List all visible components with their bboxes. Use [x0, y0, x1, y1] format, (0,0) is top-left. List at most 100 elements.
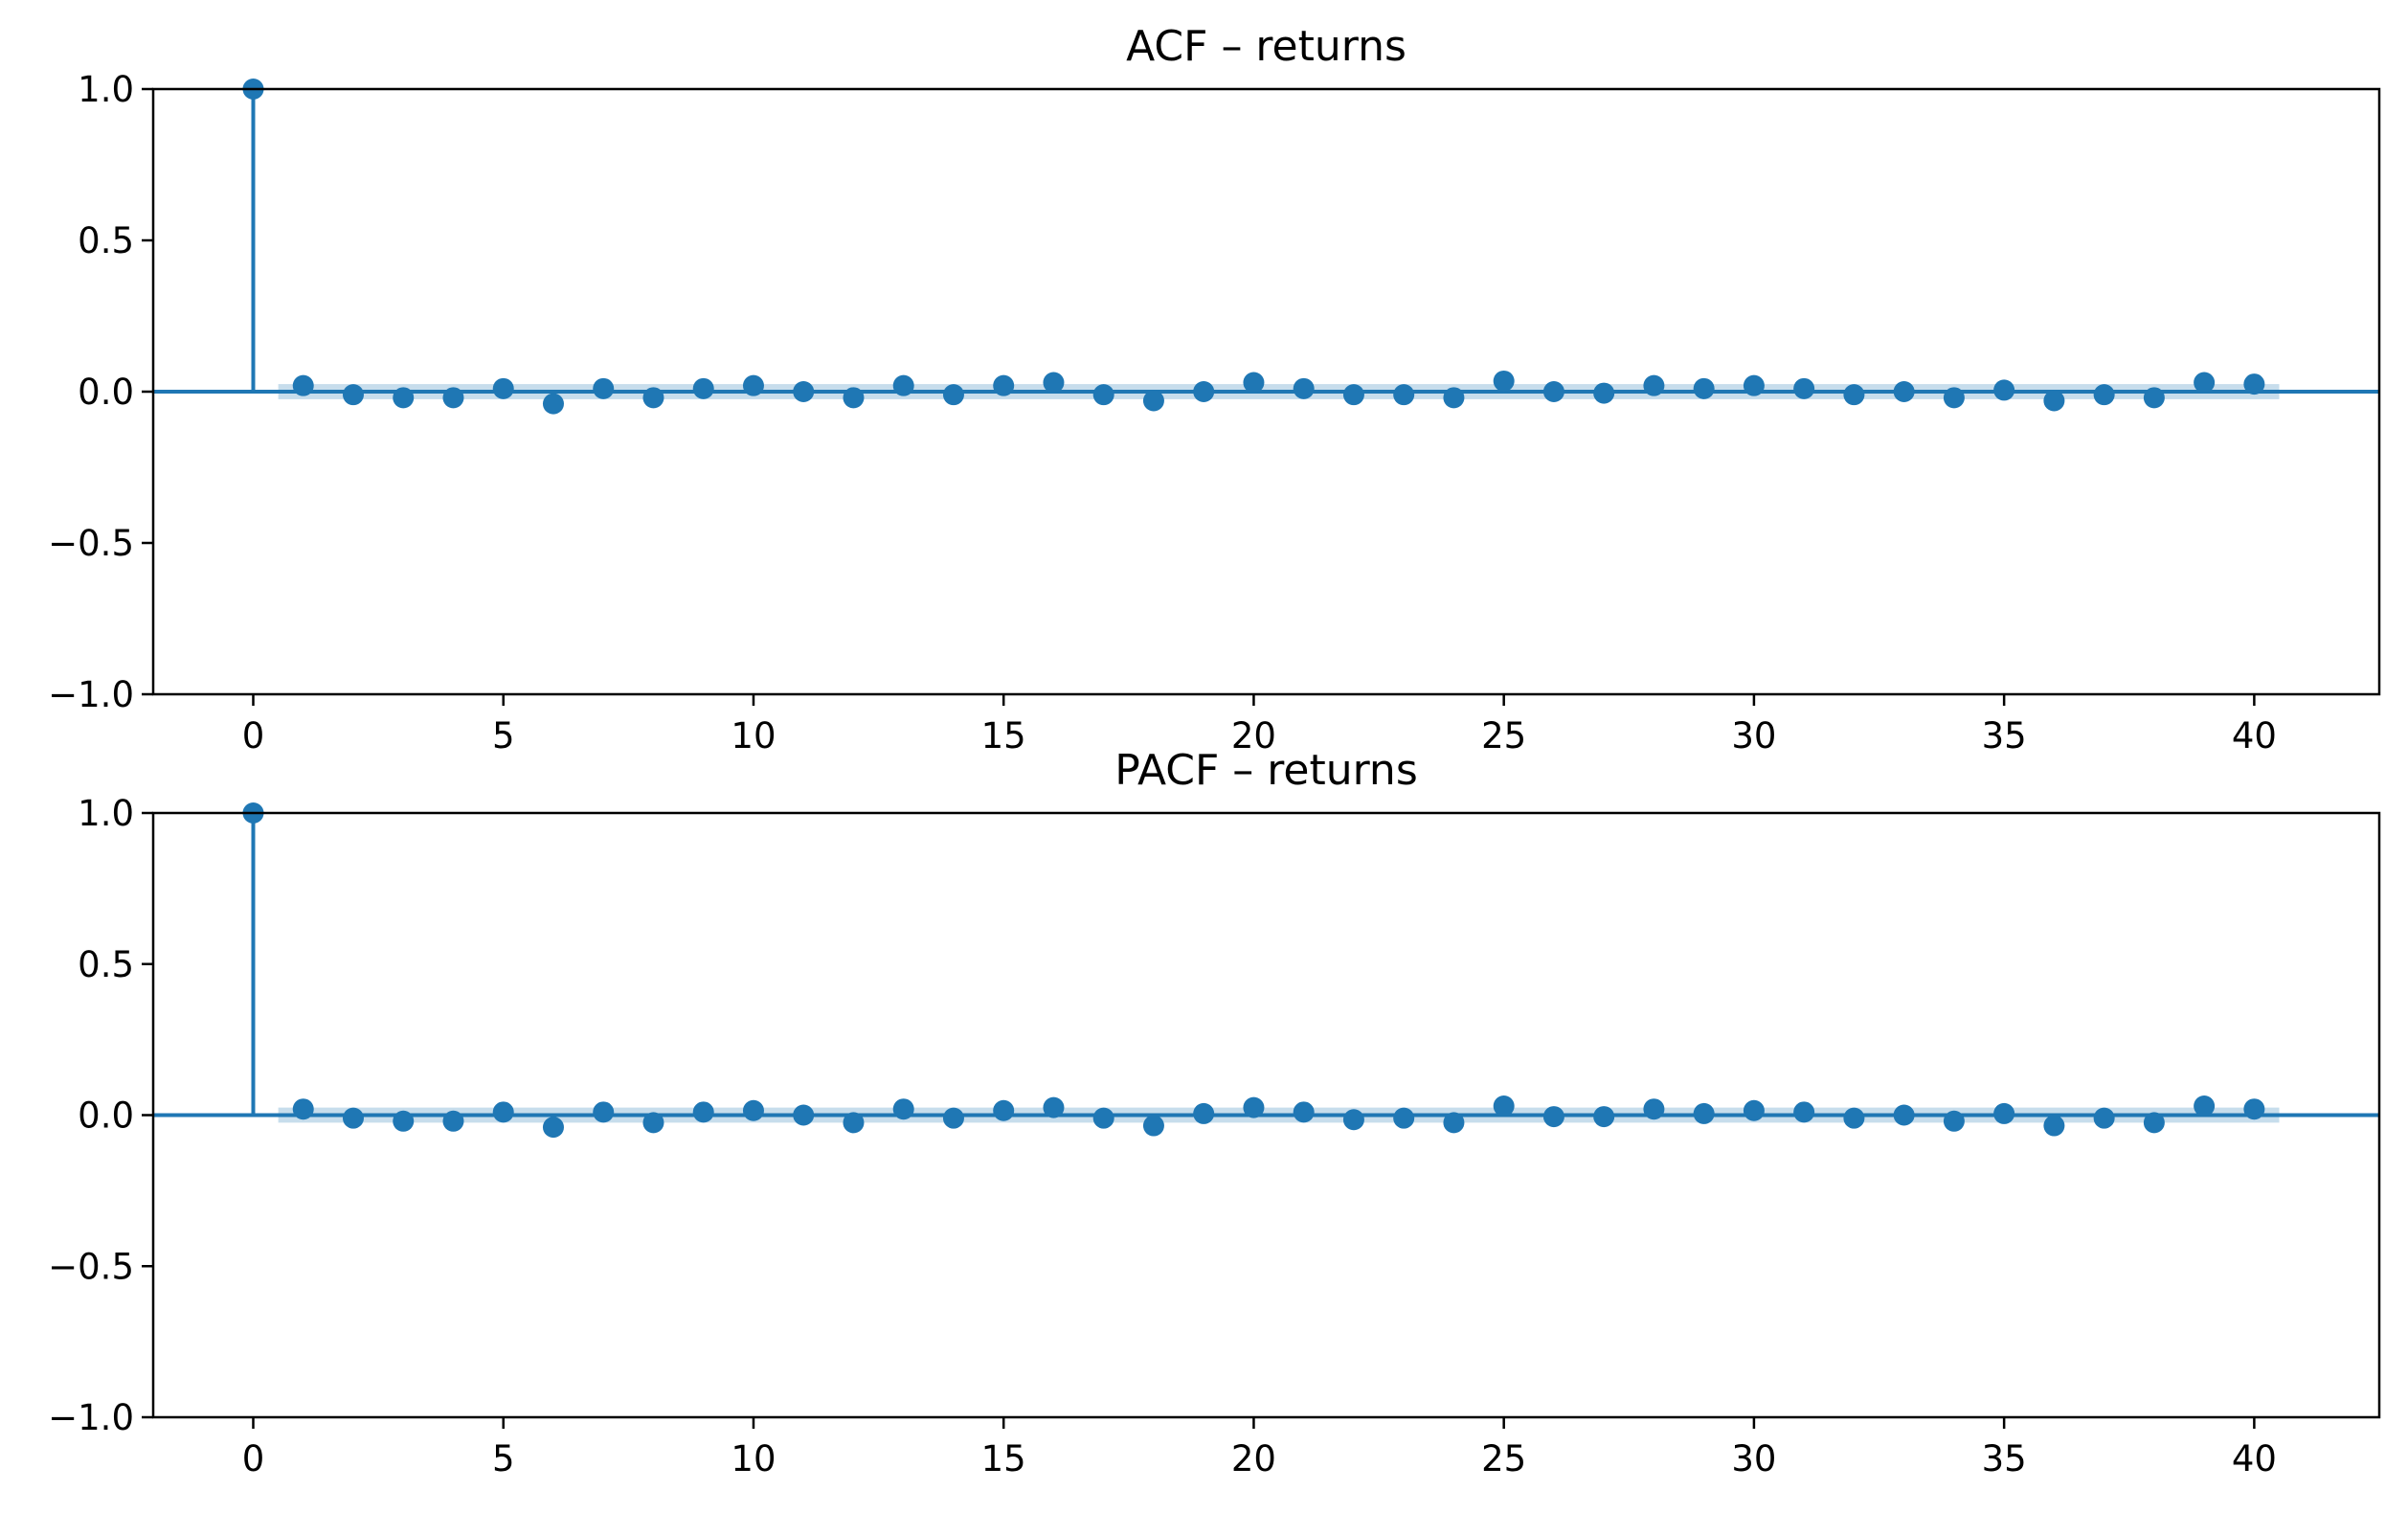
- acf-point-lag-27: [1593, 382, 1615, 404]
- acf-xtick-label: 20: [1231, 715, 1276, 756]
- acf-point-lag-11: [793, 381, 815, 402]
- pacf-point-lag-32: [1843, 1107, 1865, 1129]
- acf-point-lag-37: [2093, 384, 2115, 406]
- pacf-point-lag-38: [2143, 1112, 2165, 1134]
- pacf-point-lag-9: [692, 1101, 714, 1123]
- pacf-point-lag-11: [793, 1104, 815, 1126]
- pacf-point-lag-19: [1193, 1102, 1215, 1124]
- pacf-point-lag-27: [1593, 1106, 1615, 1128]
- acf-point-lag-31: [1793, 377, 1815, 399]
- acf-point-lag-38: [2143, 387, 2165, 409]
- pacf-point-lag-16: [1043, 1096, 1065, 1118]
- acf-point-lag-15: [993, 374, 1015, 396]
- acf-panel: 1.0 0.5 0.0 −0.5 −1.0 0 5 10 15 20 25 30 35 40 ACF – r…: [48, 22, 2381, 756]
- acf-xtick-label: 15: [981, 715, 1026, 756]
- pacf-xtick-label: 40: [2232, 1438, 2277, 1479]
- acf-point-lag-20: [1243, 372, 1265, 394]
- acf-point-lag-29: [1693, 377, 1715, 399]
- pacf-point-lag-29: [1693, 1102, 1715, 1124]
- pacf-point-lag-8: [642, 1112, 664, 1134]
- pacf-point-lag-28: [1643, 1098, 1665, 1120]
- acf-xtick-label: 5: [492, 715, 515, 756]
- pacf-ytick-label: 0.0: [78, 1095, 134, 1137]
- pacf-point-lag-30: [1743, 1099, 1765, 1121]
- acf-title: ACF – returns: [1126, 22, 1407, 71]
- acf-point-lag-23: [1393, 384, 1415, 406]
- acf-point-lag-14: [942, 384, 964, 406]
- pacf-point-lag-5: [492, 1101, 514, 1123]
- acf-point-lag-28: [1643, 374, 1665, 396]
- acf-point-lag-25: [1493, 370, 1515, 392]
- acf-point-lag-19: [1193, 381, 1215, 402]
- pacf-point-lag-26: [1542, 1106, 1564, 1128]
- acf-point-lag-13: [892, 374, 914, 396]
- pacf-point-lag-34: [1943, 1110, 1965, 1132]
- acf-point-lag-5: [492, 377, 514, 399]
- pacf-xtick-label: 35: [1982, 1438, 2027, 1479]
- acf-point-lag-33: [1893, 381, 1915, 402]
- acf-point-lag-34: [1943, 387, 1965, 409]
- acf-point-lag-16: [1043, 372, 1065, 394]
- pacf-xtick-label: 30: [1731, 1438, 1776, 1479]
- pacf-point-lag-23: [1393, 1107, 1415, 1129]
- acf-point-lag-30: [1743, 374, 1765, 396]
- pacf-title: PACF – returns: [1114, 746, 1418, 795]
- pacf-xtick-label: 0: [242, 1438, 265, 1479]
- acf-ytick-label: 0.5: [78, 220, 134, 261]
- pacf-point-lag-3: [393, 1110, 415, 1132]
- acf-xtick-label: 30: [1731, 715, 1776, 756]
- pacf-point-lag-7: [593, 1101, 615, 1123]
- acf-point-lag-40: [2243, 373, 2265, 395]
- pacf-ytick-label: −0.5: [48, 1246, 134, 1287]
- acf-xtick-label: 40: [2232, 715, 2277, 756]
- acf-point-lag-24: [1443, 387, 1465, 409]
- pacf-xtick-label: 25: [1481, 1438, 1526, 1479]
- pacf-point-lag-33: [1893, 1104, 1915, 1126]
- acf-point-lag-3: [393, 387, 415, 409]
- acf-point-lag-4: [442, 387, 464, 409]
- pacf-point-lag-37: [2093, 1107, 2115, 1129]
- pacf-xtick-label: 15: [981, 1438, 1026, 1479]
- acf-point-lag-9: [692, 377, 714, 399]
- pacf-point-lag-39: [2194, 1095, 2216, 1118]
- pacf-panel: 1.0 0.5 0.0 −0.5 −1.0 0 5 10 15 20 25 30 35 40 PACF – …: [48, 746, 2381, 1479]
- acf-point-lag-2: [342, 384, 364, 406]
- acf-point-lag-18: [1142, 390, 1164, 412]
- acf-point-lag-6: [542, 393, 564, 415]
- acf-ytick-label: 1.0: [78, 69, 134, 110]
- pacf-point-lag-22: [1342, 1109, 1364, 1131]
- pacf-ytick-label: 0.5: [78, 944, 134, 985]
- pacf-point-lag-20: [1243, 1096, 1265, 1118]
- acf-point-lag-26: [1542, 381, 1564, 402]
- acf-point-lag-8: [642, 387, 664, 409]
- pacf-point-lag-21: [1293, 1101, 1315, 1123]
- pacf-point-lag-12: [843, 1112, 865, 1134]
- pacf-point-lag-36: [2043, 1115, 2065, 1137]
- acf-ytick-label: −0.5: [48, 523, 134, 564]
- pacf-point-lag-1: [292, 1098, 314, 1120]
- pacf-point-lag-31: [1793, 1101, 1815, 1123]
- acf-point-lag-22: [1342, 384, 1364, 406]
- acf-point-lag-21: [1293, 377, 1315, 399]
- pacf-xtick-label: 20: [1231, 1438, 1276, 1479]
- acf-xtick-label: 25: [1481, 715, 1526, 756]
- pacf-ytick-label: −1.0: [48, 1397, 134, 1438]
- pacf-point-lag-24: [1443, 1112, 1465, 1134]
- pacf-point-lag-4: [442, 1110, 464, 1132]
- pacf-point-lag-18: [1142, 1115, 1164, 1137]
- pacf-point-lag-17: [1092, 1107, 1114, 1129]
- pacf-point-lag-10: [742, 1099, 764, 1121]
- acf-ytick-label: 0.0: [78, 372, 134, 413]
- acf-ytick-label: −1.0: [48, 674, 134, 715]
- pacf-xtick-label: 10: [731, 1438, 776, 1479]
- acf-xtick-label: 0: [242, 715, 265, 756]
- pacf-point-lag-15: [993, 1099, 1015, 1121]
- pacf-point-lag-35: [1993, 1102, 2015, 1124]
- acf-point-lag-36: [2043, 390, 2065, 412]
- pacf-point-lag-14: [942, 1107, 964, 1129]
- pacf-xtick-label: 5: [492, 1438, 515, 1479]
- acf-point-lag-7: [593, 377, 615, 399]
- acf-point-lag-39: [2194, 372, 2216, 394]
- acf-point-lag-17: [1092, 384, 1114, 406]
